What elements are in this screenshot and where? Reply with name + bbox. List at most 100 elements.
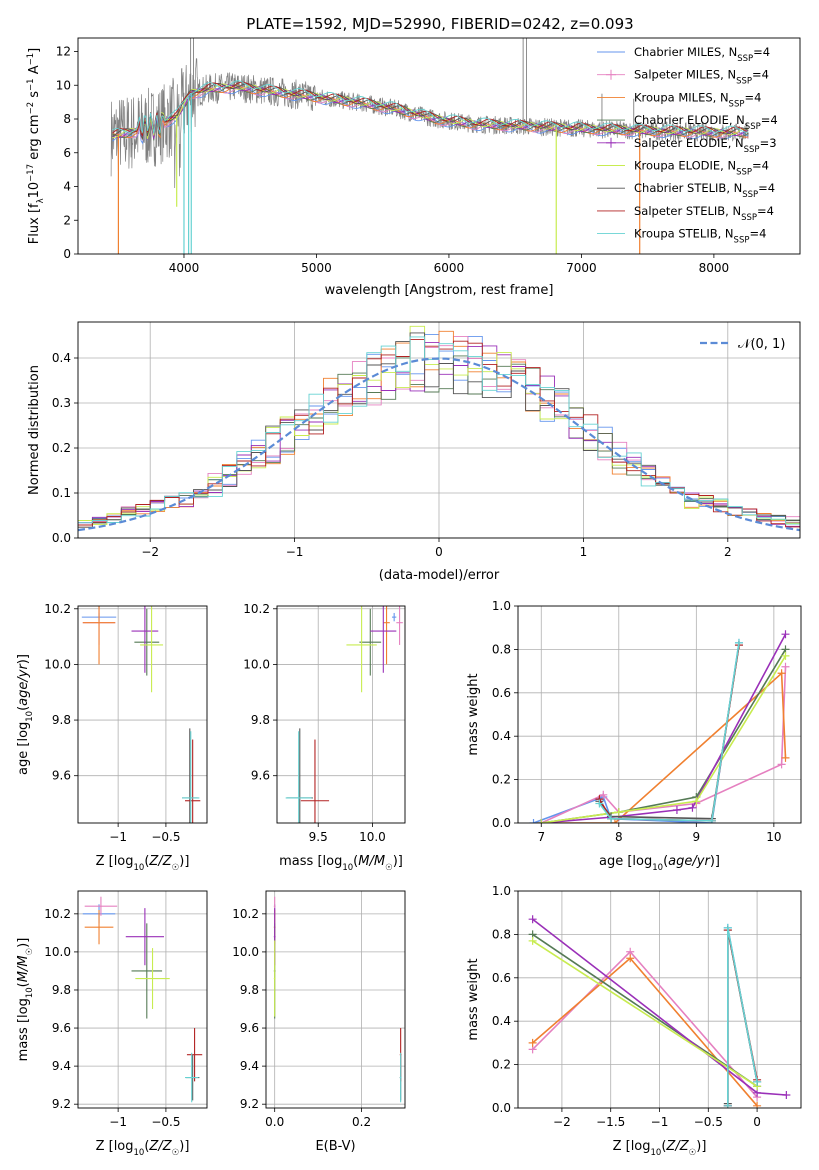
y-tick-label: 9.6 <box>251 769 270 783</box>
y-tick-label: 0.2 <box>492 1058 511 1072</box>
y-tick-label: 0.0 <box>52 531 71 545</box>
mass-weight-marker <box>781 753 790 762</box>
model-spectrum-chabrier_elodie <box>112 84 749 141</box>
x-tick-label: 0 <box>753 1115 761 1129</box>
x-axis-label: Z [log10(Z/Z☉)] <box>96 854 190 873</box>
y-tick-label: 0.4 <box>492 1014 511 1028</box>
mass-weight-line-kroupa_miles <box>532 957 758 1107</box>
axes-frame <box>77 890 208 1109</box>
legend-label-kroupa_miles: Kroupa MILES, NSSP=4 <box>634 90 761 109</box>
y-axis-label: mass [log10(M/M☉)] <box>16 938 35 1062</box>
x-tick-label: 10 <box>766 830 781 844</box>
mass-weight-line-kroupa_elodie <box>532 940 758 1087</box>
model-spectrum-salpeter_elodie <box>112 84 749 140</box>
y-tick-label: 8 <box>63 112 71 126</box>
mass-weight-marker <box>723 1101 732 1108</box>
mass-weight-marker <box>734 638 743 647</box>
plot-area-mass_vs_ebv <box>266 891 405 1108</box>
x-tick-label: 9 <box>693 830 701 844</box>
axes-frame <box>265 890 406 1109</box>
x-tick-label: −2 <box>141 545 159 559</box>
x-tick-label: 9.5 <box>309 830 328 844</box>
mass-weight-marker <box>723 923 732 932</box>
y-tick-label: 0.0 <box>492 816 511 830</box>
x-tick-label: 4000 <box>169 261 200 275</box>
figure-title: PLATE=1592, MJD=52990, FIBERID=0242, z=0… <box>246 15 633 33</box>
y-tick-label: 9.8 <box>251 713 270 727</box>
mass-weight-marker <box>528 936 537 945</box>
x-tick-label: 6000 <box>434 261 465 275</box>
x-tick-label: 0 <box>435 545 443 559</box>
y-tick-label: 10.0 <box>44 945 71 959</box>
y-axis-label: mass weight <box>466 958 481 1040</box>
panel-mass_vs_ebv: 0.0 0.2 9.2 9.4 9.6 9.8 10.0 10.2 E(B-V) <box>232 890 406 1154</box>
gaussian-reference-line <box>78 357 800 532</box>
y-tick-label: 10.2 <box>44 602 71 616</box>
x-tick-label: 8000 <box>699 261 730 275</box>
y-tick-label: 10 <box>56 78 71 92</box>
y-tick-label: 0.2 <box>52 441 71 455</box>
x-tick-label: 2 <box>724 545 732 559</box>
x-tick-label: −0.5 <box>694 1115 723 1129</box>
x-tick-label: −1 <box>286 545 304 559</box>
y-tick-label: 0.8 <box>492 642 511 656</box>
mass-weight-line-kroupa_stelib <box>598 642 740 822</box>
y-tick-label: 0.2 <box>492 773 511 787</box>
mass-weight-marker <box>781 662 790 671</box>
mass-weight-marker <box>777 669 786 678</box>
mass-weight-line-salpeter_elodie <box>541 633 787 823</box>
y-tick-label: 10.2 <box>243 602 270 616</box>
panel-mass_vs_z: −1 −0.5 9.2 9.4 9.6 9.8 10.0 10.2 Z [log10(Z/Z☉)… <box>16 890 208 1158</box>
y-tick-label: 2 <box>63 213 71 227</box>
y-tick-label: 6 <box>63 146 71 160</box>
x-tick-label: 5000 <box>301 261 332 275</box>
x-tick-label: 8 <box>615 830 623 844</box>
y-tick-label: 0.6 <box>492 686 511 700</box>
axes-frame <box>77 321 801 539</box>
y-tick-label: 4 <box>63 180 71 194</box>
x-axis-label: Z [log10(Z/Z☉)] <box>613 1139 707 1158</box>
y-tick-label: 10.0 <box>243 657 270 671</box>
mass-weight-marker <box>529 819 538 823</box>
legend-label-gaussian: 𝒩(0, 1) <box>738 337 785 352</box>
y-tick-label: 0.4 <box>52 351 71 365</box>
y-tick-label: 1.0 <box>492 884 511 898</box>
x-axis-label: wavelength [Angstrom, rest frame] <box>325 283 554 298</box>
y-axis-label: Normed distribution <box>27 365 42 495</box>
x-tick-label: 7000 <box>566 261 597 275</box>
y-tick-label: 0.1 <box>52 486 71 500</box>
x-tick-label: −0.5 <box>151 830 180 844</box>
mass-weight-marker <box>688 803 697 812</box>
mass-weight-marker <box>781 651 790 660</box>
y-tick-label: 0.8 <box>492 927 511 941</box>
model-spectrum-kroupa_stelib <box>112 80 749 134</box>
x-tick-label: 1 <box>580 545 588 559</box>
mass-weight-marker <box>528 1038 537 1047</box>
x-tick-label: −1 <box>109 830 127 844</box>
mass-weight-marker <box>528 915 537 924</box>
plot-area-age_vs_mass <box>277 606 405 823</box>
mass-weight-line-chabrier_elodie <box>532 933 758 1087</box>
y-axis-label: age [log10(age/yr)] <box>16 654 35 775</box>
x-axis-label: Z [log10(Z/Z☉)] <box>96 1139 190 1158</box>
plot-area-mw_vs_age <box>518 606 801 823</box>
y-tick-label: 1.0 <box>492 599 511 613</box>
mass-weight-marker <box>595 799 604 808</box>
x-tick-label: −1.5 <box>596 1115 625 1129</box>
y-tick-label: 9.8 <box>52 713 71 727</box>
y-tick-label: 9.6 <box>240 1021 259 1035</box>
legend-label-chabrier_stelib: Chabrier STELIB, NSSP=4 <box>634 181 775 200</box>
mass-weight-marker <box>777 760 786 769</box>
legend-label-salpeter_stelib: Salpeter STELIB, NSSP=4 <box>634 204 774 223</box>
residual-hist-kroupa_stelib <box>78 336 800 525</box>
y-tick-label: 0.4 <box>492 729 511 743</box>
model-spectrum-kroupa_elodie <box>112 83 749 140</box>
y-tick-label: 9.8 <box>240 983 259 997</box>
panel-residuals: −2 −1 0 1 2 0.0 0.1 0.2 0.3 0.4 𝒩(0, 1) (data-model… <box>27 321 801 583</box>
panel-spectrum: 4000 5000 6000 7000 8000 0 2 4 6 8 10 12 Chabrier MI… <box>26 37 801 298</box>
y-tick-label: 10.0 <box>44 657 71 671</box>
y-tick-label: 0 <box>63 247 71 261</box>
model-spectrum-salpeter_miles <box>112 86 749 141</box>
x-tick-label: −1 <box>109 1115 127 1129</box>
mass-weight-marker <box>753 1077 762 1086</box>
